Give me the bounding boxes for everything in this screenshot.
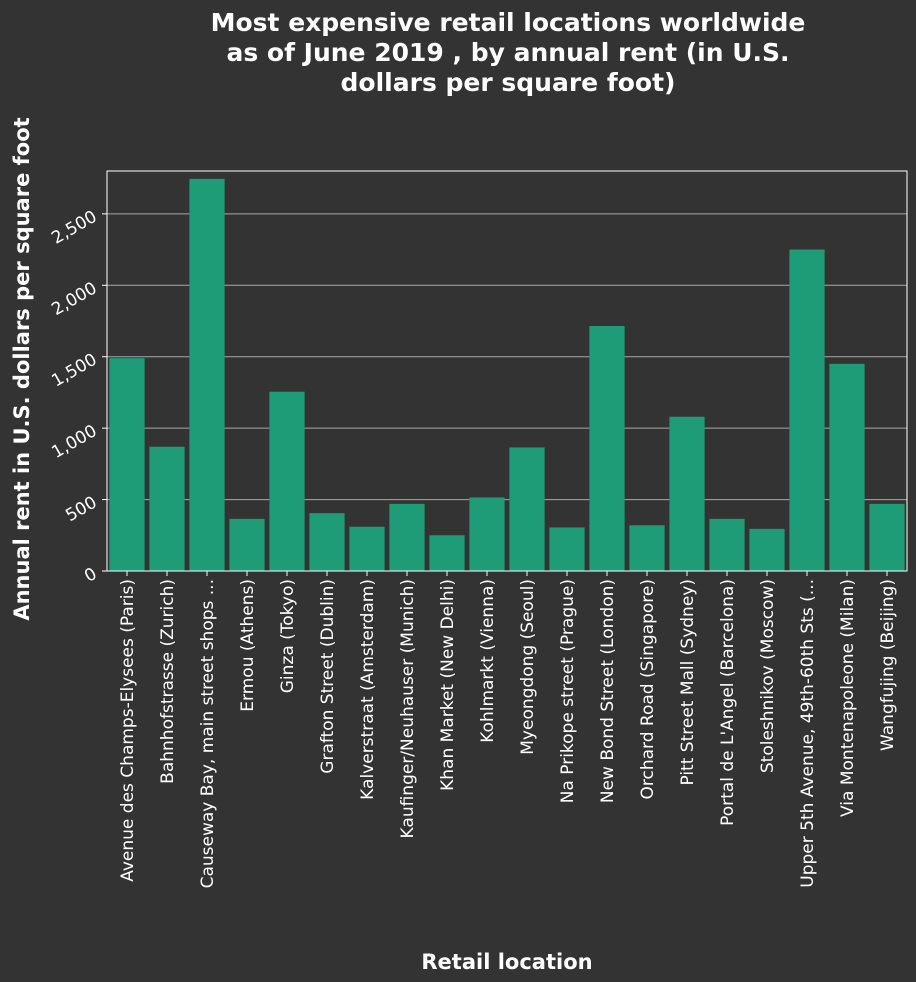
bar [869, 503, 905, 571]
bar [589, 326, 625, 571]
bar [709, 518, 745, 571]
bar [229, 518, 265, 571]
bar [829, 363, 865, 571]
y-tick-label: 0 [81, 564, 100, 587]
bar [429, 535, 465, 571]
y-tick-label: 1,500 [48, 350, 100, 392]
x-tick-label: Causeway Bay, main street shops ... [198, 579, 218, 888]
bar [469, 497, 505, 571]
chart-title-line-3: dollars per square foot) [341, 68, 676, 97]
gridlines [107, 213, 907, 501]
x-tick-label: Kalverstraat (Amsterdam) [358, 579, 378, 800]
x-tick-label: Via Montenapoleone (Milan) [838, 579, 858, 817]
plot-area [106, 170, 908, 572]
bar [349, 526, 385, 571]
y-tick-label: 500 [62, 493, 100, 527]
y-axis-ticks: 0 500 1,000 1,500 2,000 2,500 [48, 207, 107, 587]
y-tick-label: 1,000 [48, 421, 100, 463]
x-tick-label: Bahnhofstrasse (Zurich) [158, 579, 178, 784]
bar [309, 513, 345, 571]
chart-title: Most expensive retail locations worldwid… [211, 8, 806, 97]
y-tick-label: 2,500 [48, 207, 100, 249]
bar [269, 391, 305, 571]
bar [749, 528, 785, 571]
bar [509, 447, 545, 571]
x-axis-ticks: Avenue des Champs-Elysees (Paris) Bahnhof… [118, 571, 898, 888]
bar [189, 178, 225, 571]
x-tick-label: Kohlmarkt (Vienna) [478, 579, 498, 743]
x-tick-label: Upper 5th Avenue, 49th-60th Sts (... [798, 579, 818, 888]
y-axis-title: Annual rent in U.S. dollars per square f… [10, 117, 34, 620]
bar [549, 527, 585, 571]
bar [109, 358, 145, 571]
bar [629, 525, 665, 571]
x-tick-label: Na Prikope street (Prague) [558, 579, 578, 803]
x-tick-label: Stoleshnikov (Moscow) [758, 579, 778, 773]
x-tick-label: Grafton Street (Dublin) [318, 579, 338, 774]
y-tick-label: 2,000 [48, 278, 100, 320]
x-tick-label: Orchard Road (Singapore) [638, 579, 658, 800]
bar [669, 416, 705, 571]
x-tick-label: Ginza (Tokyo) [278, 579, 298, 693]
x-tick-label: Portal de L'Angel (Barcelona) [718, 579, 738, 826]
bar [389, 503, 425, 571]
x-axis-title: Retail location [421, 950, 592, 974]
bars [109, 178, 905, 572]
bar [789, 249, 825, 572]
x-tick-label: New Bond Street (London) [598, 579, 618, 803]
x-tick-label: Khan Market (New Delhi) [438, 579, 458, 791]
x-tick-label: Myeongdong (Seoul) [518, 579, 538, 755]
bar [149, 446, 185, 571]
x-tick-label: Ermou (Athens) [238, 579, 258, 712]
chart-title-line-2: as of June 2019 , by annual rent (in U.S… [226, 38, 789, 67]
x-tick-label: Pitt Street Mall (Sydney) [678, 579, 698, 786]
x-tick-label: Wangfujing (Beijing) [878, 579, 898, 751]
chart-title-line-1: Most expensive retail locations worldwid… [211, 8, 806, 37]
x-tick-label: Avenue des Champs-Elysees (Paris) [118, 579, 138, 882]
x-tick-label: Kaufinger/Neuhauser (Munich) [398, 579, 418, 838]
